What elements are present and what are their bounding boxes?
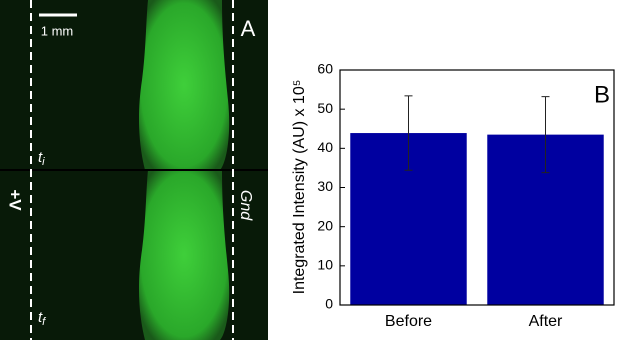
electrode-label: +V [6,189,25,211]
x-tick-label: After [529,313,563,330]
subscript: i [42,156,45,168]
y-tick-label: 50 [317,100,333,116]
x-tick-label: Before [385,313,432,330]
symbol: t [38,149,43,166]
panel-label: A [241,16,256,41]
panel-label: B [594,81,610,108]
electrode-label: Gnd [237,190,254,221]
y-tick-label: 60 [317,61,333,77]
y-tick-label: 0 [325,296,333,312]
micrograph: 1 mm A ti tf +V Gnd [0,0,268,340]
plot-frame [339,69,615,306]
time-label: ti [38,149,45,168]
symbol: t [38,309,43,326]
y-tick-label: 10 [317,257,333,273]
subscript: f [42,316,46,328]
time-label: tf [38,309,46,328]
y-axis-label: Integrated Intensity (AU) x 10⁵ [291,80,308,295]
scale-label: 1 mm [41,23,74,38]
y-tick-label: 20 [317,217,333,233]
y-tick-label: 30 [317,178,333,194]
y-tick-label: 40 [317,139,333,155]
